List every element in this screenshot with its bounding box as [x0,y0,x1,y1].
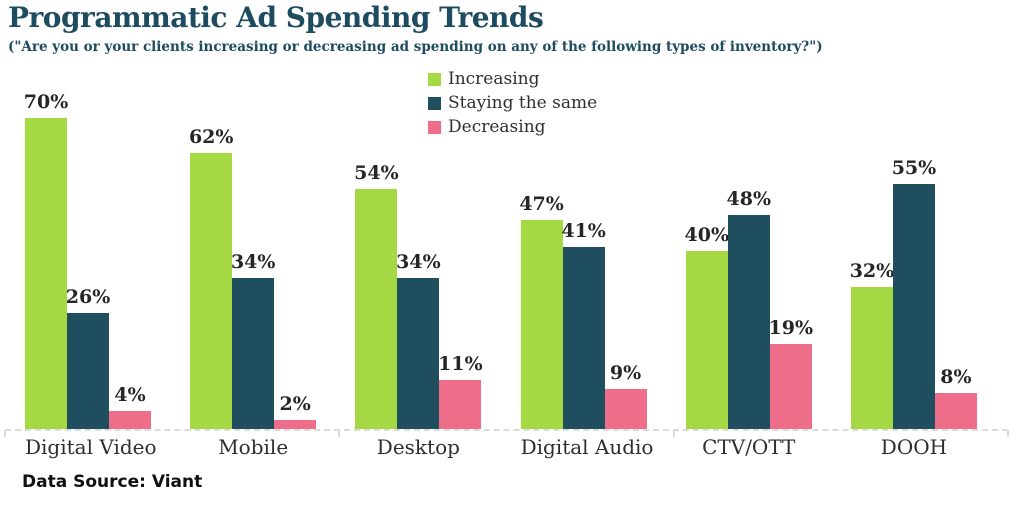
bar-digital-video-staying-the-same [67,313,109,429]
bar-ctv-ott-increasing [685,251,728,429]
bar-unit-ctv-ott-increasing: 40% [684,224,730,429]
bar-unit-digital-audio-staying-the-same: 41% [561,219,606,429]
bar-dooh-staying-the-same [892,184,935,429]
bar-digital-video-decreasing [109,411,151,429]
bar-digital-audio-increasing [520,219,563,429]
bar-unit-dooh-increasing: 32% [849,259,895,429]
bar-unit-desktop-decreasing: 11% [438,353,483,429]
data-source-label: Data Source: Viant [22,472,203,492]
legend-swatch-staying-the-same [428,96,441,110]
bar-mobile-decreasing [274,420,317,429]
bar-value-label: 2% [279,393,311,416]
bar-value-label: 62% [188,126,234,149]
legend-label: Staying the same [448,93,598,113]
bar-group-desktop: 54% 34% 11% [354,161,483,429]
bar-unit-mobile-staying-the-same: 34% [230,250,276,429]
bar-unit-digital-video-decreasing: 4% [109,386,151,429]
bar-unit-dooh-decreasing: 8% [934,366,977,429]
bar-unit-digital-audio-increasing: 47% [519,192,564,429]
legend: Increasing Staying the same Decreasing [428,67,597,139]
bar-mobile-increasing [190,153,233,429]
bar-group-ctv-ott: 40% 48% 19% [684,188,814,429]
chart-title: Programmatic Ad Spending Trends [8,1,544,34]
bar-value-label: 34% [230,250,276,273]
bar-value-label: 54% [354,161,399,184]
legend-item-increasing: Increasing [428,67,597,91]
bar-group-digital-audio: 47% 41% 9% [519,192,647,429]
legend-label: Increasing [448,69,540,89]
legend-item-staying-the-same: Staying the same [428,91,597,115]
bar-ctv-ott-staying-the-same [727,215,770,429]
bar-unit-digital-video-staying-the-same: 26% [65,286,111,429]
bar-unit-desktop-staying-the-same: 34% [396,250,441,429]
bar-value-label: 11% [438,353,483,376]
bar-group-mobile: 62% 34% 2% [188,126,317,429]
bar-unit-dooh-staying-the-same: 55% [891,157,937,429]
chart-subtitle: ("Are you or your clients increasing or … [8,39,823,55]
bar-group-dooh: 32% 55% 8% [849,157,977,429]
bar-desktop-increasing [355,188,398,429]
bar-unit-ctv-ott-staying-the-same: 48% [726,188,772,429]
bar-dooh-increasing [850,286,893,429]
legend-label: Decreasing [448,117,546,137]
axis-tick [672,430,675,437]
axis-tick [4,430,6,437]
bar-value-label: 9% [609,361,642,384]
bar-unit-mobile-decreasing: 2% [274,393,317,429]
bar-value-label: 32% [849,259,895,282]
bar-value-label: 55% [891,157,937,180]
bar-mobile-staying-the-same [232,277,275,429]
category-label-digital-audio: Digital Audio [520,435,654,459]
bar-value-label: 19% [768,317,814,340]
bar-desktop-staying-the-same [397,277,440,429]
bar-value-label: 26% [65,286,111,309]
bar-unit-ctv-ott-decreasing: 19% [768,317,814,429]
bar-value-label: 47% [519,192,564,215]
legend-item-decreasing: Decreasing [428,115,597,139]
bar-unit-mobile-increasing: 62% [188,126,234,429]
bar-digital-audio-staying-the-same [562,246,605,429]
category-label-digital-video: Digital Video [25,435,157,459]
bar-value-label: 8% [940,366,972,389]
category-labels: Digital Video Mobile Desktop Digital Audio C… [25,435,977,459]
bar-desktop-decreasing [439,380,482,429]
bar-groups: 70% 26% 4% 62% 34% 2% 54% 34% 11% 47% 41% 9% 40% 48% 1… [23,84,977,429]
axis-tick [338,430,341,437]
category-label-dooh: DOOH [880,435,948,459]
bar-digital-audio-decreasing [604,388,647,429]
bar-ctv-ott-decreasing [769,344,812,429]
bar-value-label: 34% [396,250,441,273]
bar-unit-desktop-increasing: 54% [354,161,399,429]
legend-swatch-increasing [428,72,441,86]
bar-unit-digital-video-increasing: 70% [23,90,69,429]
x-axis-line [4,429,1009,437]
bar-value-label: 41% [561,219,606,242]
legend-swatch-decreasing [428,120,441,134]
bar-unit-digital-audio-decreasing: 9% [604,361,647,429]
axis-tick [1007,430,1009,437]
bar-dooh-decreasing [934,393,977,429]
category-label-mobile: Mobile [218,435,289,459]
category-label-ctv-ott: CTV/OTT [702,435,796,459]
bar-value-label: 40% [684,224,730,246]
bar-value-label: 4% [114,384,146,407]
bar-digital-video-increasing [25,117,67,429]
bar-value-label: 70% [23,90,69,113]
category-label-desktop: Desktop [376,435,460,459]
bar-group-digital-video: 70% 26% 4% [23,90,151,429]
bar-value-label: 48% [726,188,772,211]
